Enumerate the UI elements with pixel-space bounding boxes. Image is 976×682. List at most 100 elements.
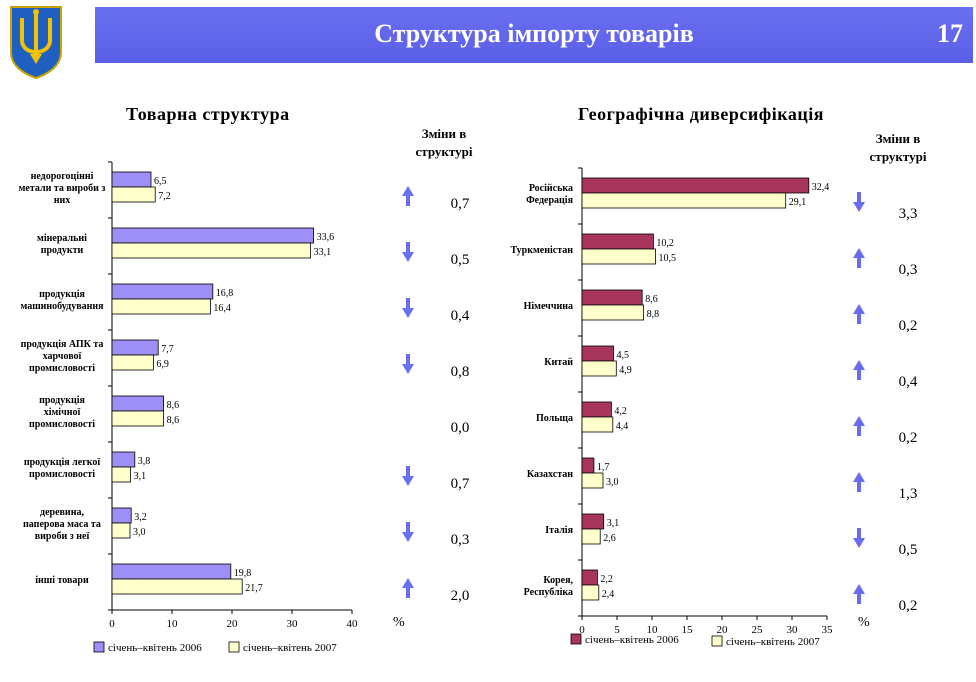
left-data-label: 6,5 xyxy=(154,176,167,187)
left-category-label: продукція хімічної промисловості xyxy=(29,395,95,430)
right-x-tick-label: 15 xyxy=(682,624,694,636)
right-category-label: Італія xyxy=(545,525,573,536)
left-category-label: недорогоцінні метали та вироби з них xyxy=(19,171,106,206)
left-change-value: 0,5 xyxy=(451,252,470,268)
left-change-value: 0,0 xyxy=(451,420,470,436)
left-data-label: 7,7 xyxy=(161,344,174,355)
right-bar-2007 xyxy=(581,192,787,209)
right-change-value: 3,3 xyxy=(899,206,918,222)
left-data-label: 6,9 xyxy=(156,359,169,370)
left-change-arrow-up-icon xyxy=(402,186,414,206)
right-bar-2007 xyxy=(581,360,617,377)
left-data-label: 33,6 xyxy=(317,232,335,243)
left-bar-2006 xyxy=(111,451,136,468)
header-bar: Структура імпорту товарів 17 xyxy=(95,7,973,63)
right-data-label: 8,6 xyxy=(645,294,658,305)
left-legend-swatch xyxy=(93,641,105,653)
right-data-label: 1,7 xyxy=(597,462,610,473)
right-category-label: Російська Федерація xyxy=(526,183,573,206)
right-bar-2006 xyxy=(581,233,654,250)
left-x-tick-label: 30 xyxy=(287,618,299,630)
left-data-label: 19,8 xyxy=(234,568,252,579)
right-data-label: 10,2 xyxy=(656,238,674,249)
right-change-value: 0,2 xyxy=(899,318,918,334)
right-data-label: 29,1 xyxy=(789,197,807,208)
right-category-label: Польща xyxy=(536,413,573,424)
left-data-label: 3,8 xyxy=(138,456,151,467)
left-change-value: 0,8 xyxy=(451,364,470,380)
right-x-tick-label: 25 xyxy=(752,624,764,636)
right-bar-2006 xyxy=(581,513,605,530)
right-x-tick-label: 0 xyxy=(579,624,585,636)
right-category-label: Німеччина xyxy=(524,301,573,312)
right-data-label: 4,2 xyxy=(614,406,627,417)
left-change-value: 0,4 xyxy=(451,308,470,324)
left-x-tick-label: 40 xyxy=(347,618,359,630)
right-data-label: 2,4 xyxy=(602,589,615,600)
right-bar-2007 xyxy=(581,416,614,433)
right-legend-label: січень–квітень 2006 xyxy=(585,634,679,646)
right-change-value: 0,2 xyxy=(899,598,918,614)
right-bar-2007 xyxy=(581,248,656,265)
left-category-label: мінеральні продукти xyxy=(37,233,87,256)
left-data-label: 21,7 xyxy=(245,583,263,594)
left-bar-chart: 0 10 20 30 40 недорогоцінні метали та вироби з… xyxy=(19,161,470,654)
right-legend-label: січень–квітень 2007 xyxy=(726,636,820,648)
left-data-label: 8,6 xyxy=(167,415,180,426)
right-change-value: 1,3 xyxy=(899,486,918,502)
right-change-arrow-down-icon xyxy=(853,528,865,548)
right-change-arrow-up-icon xyxy=(853,304,865,324)
right-x-tick-label: 5 xyxy=(614,624,620,636)
right-x-tick-label: 30 xyxy=(787,624,799,636)
right-bar-2007 xyxy=(581,584,600,601)
right-x-tick-label: 20 xyxy=(717,624,729,636)
left-bar-2007 xyxy=(111,578,243,595)
left-data-label: 8,6 xyxy=(167,400,180,411)
left-category-label: продукція машинобудування xyxy=(20,289,104,312)
right-data-label: 2,6 xyxy=(603,533,616,544)
left-bar-2006 xyxy=(111,171,152,188)
page-number: 17 xyxy=(937,19,963,48)
coat-of-arms-icon xyxy=(10,6,62,80)
left-bar-2006 xyxy=(111,227,315,244)
right-data-label: 3,0 xyxy=(606,477,619,488)
right-data-label: 4,4 xyxy=(616,421,629,432)
right-bar-2007 xyxy=(581,528,601,545)
left-change-arrow-up-icon xyxy=(402,578,414,598)
left-data-label: 7,2 xyxy=(158,191,171,202)
right-bar-2006 xyxy=(581,345,614,362)
right-bar-2007 xyxy=(581,304,644,321)
left-bar-2007 xyxy=(111,186,156,203)
right-change-value: 0,5 xyxy=(899,542,918,558)
right-legend-swatch xyxy=(711,635,723,647)
left-change-value: 2,0 xyxy=(451,588,470,604)
right-legend-swatch xyxy=(570,633,582,645)
left-change-arrow-down-icon xyxy=(402,298,414,318)
left-data-label: 3,1 xyxy=(134,471,147,482)
right-data-label: 4,5 xyxy=(617,350,630,361)
left-data-label: 33,1 xyxy=(314,247,332,258)
left-change-arrow-down-icon xyxy=(402,466,414,486)
left-bar-2006 xyxy=(111,507,132,524)
left-bar-2006 xyxy=(111,283,214,300)
left-unit-label: % xyxy=(393,615,405,630)
left-legend-swatch xyxy=(228,641,240,653)
page-title: Структура імпорту товарів xyxy=(374,19,694,48)
left-bar-2007 xyxy=(111,466,132,483)
left-chart-title: Товарна структура xyxy=(126,104,290,124)
left-x-tick-label: 20 xyxy=(227,618,239,630)
left-bar-2007 xyxy=(111,410,164,427)
right-data-label: 32,4 xyxy=(812,182,830,193)
left-category-label: продукція АПК та харчової промисловості xyxy=(21,339,104,374)
left-category-label: деревина, паперова маса та вироби з неї xyxy=(23,507,101,542)
right-bar-2006 xyxy=(581,569,598,586)
left-data-label: 3,0 xyxy=(133,527,146,538)
left-x-tick-label: 10 xyxy=(167,618,179,630)
right-bar-chart: 0 5 10 15 20 25 30 35 Російська Федерація 32,4 29,1… xyxy=(510,167,918,648)
right-change-arrow-up-icon xyxy=(853,584,865,604)
right-chart-title: Географічна диверсифікація xyxy=(578,104,824,124)
left-change-arrow-down-icon xyxy=(402,522,414,542)
left-change-arrow-down-icon xyxy=(402,242,414,262)
right-change-arrow-down-icon xyxy=(853,192,865,212)
left-category-label: продукція легкої промисловості xyxy=(24,457,101,480)
